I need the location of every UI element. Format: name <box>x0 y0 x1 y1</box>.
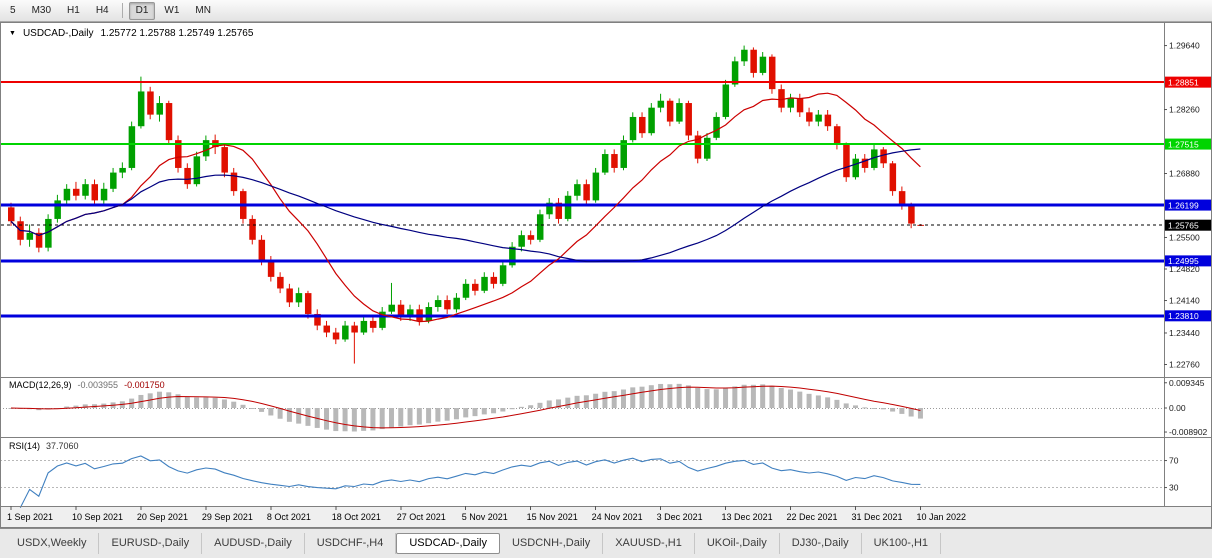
chart-menu-icon[interactable]: ▼ <box>9 29 16 37</box>
time-axis-label: 10 Sep 2021 <box>72 512 123 522</box>
price-axis-label: 1.25500 <box>1169 232 1200 242</box>
chart-tab-usdchf-h4[interactable]: USDCHF-,H4 <box>305 533 397 554</box>
price-axis: 1.29640 1.28260 1.26880 1.25500 1.24820 1.241… <box>1164 22 1200 506</box>
ma-slow-line <box>10 148 921 263</box>
timeframe-button-h1[interactable]: H1 <box>60 2 87 20</box>
time-axis-label: 3 Dec 2021 <box>657 512 703 522</box>
timeframe-button-5[interactable]: 5 <box>3 2 23 20</box>
time-axis-label: 20 Sep 2021 <box>137 512 188 522</box>
rsi-axis-label: 70 <box>1169 456 1179 466</box>
timeframe-button-h4[interactable]: H4 <box>89 2 116 20</box>
support-line-blue-3-badge <box>1165 310 1211 322</box>
chart-tab-uk100-h1[interactable]: UK100-,H1 <box>862 533 942 554</box>
time-axis-label: 5 Nov 2021 <box>462 512 508 522</box>
macd-signal-line <box>10 385 921 429</box>
resistance-line-green-badge <box>1165 138 1211 150</box>
time-axis-label: 1 Sep 2021 <box>7 512 53 522</box>
macd-axis-label: 0.009345 <box>1169 378 1205 388</box>
rsi-value: 37.7060 <box>46 441 79 451</box>
candlestick-series <box>8 45 924 364</box>
price-axis-badges: 1.28851 1.27515 1.26199 1.25765 1.24995 1.238… <box>1165 76 1211 322</box>
svg-text:1.24995: 1.24995 <box>1168 256 1199 266</box>
chart-area: 1.29640 1.28260 1.26880 1.25500 1.24820 1.241… <box>0 22 1212 528</box>
bid-price-line-badge <box>1165 219 1211 231</box>
time-axis-label: 31 Dec 2021 <box>851 512 902 522</box>
macd-main-value: -0.003955 <box>77 380 119 390</box>
time-axis-label: 10 Jan 2022 <box>916 512 966 522</box>
chart-tab-dj30-daily[interactable]: DJ30-,Daily <box>780 533 862 554</box>
rsi-axis-label: 30 <box>1169 483 1179 493</box>
resistance-line-red-badge <box>1165 76 1211 88</box>
time-axis: 1 Sep 2021 10 Sep 2021 20 Sep 2021 29 Sep 2… <box>7 506 966 522</box>
chart-tab-eurusd-daily[interactable]: EURUSD-,Daily <box>99 533 203 554</box>
chart-tab-usdx-weekly[interactable]: USDX,Weekly <box>5 533 100 554</box>
chart-ohlc-values: 1.25772 1.25788 1.25749 1.25765 <box>100 28 254 39</box>
moving-averages <box>10 92 921 323</box>
macd-indicator-title: MACD(12,26,9) -0.003955 -0.001750 <box>9 380 165 390</box>
chart-tab-audusd-daily[interactable]: AUDUSD-,Daily <box>202 533 305 554</box>
chart-tab-bar: USDX,Weekly EURUSD-,Daily AUDUSD-,Daily USD… <box>0 528 1212 558</box>
time-axis-label: 29 Sep 2021 <box>202 512 253 522</box>
macd-axis-label: 0.00 <box>1169 403 1186 413</box>
chart-symbol-period: USDCAD-,Daily <box>22 28 94 39</box>
chart-tab-usdcnh-daily[interactable]: USDCNH-,Daily <box>500 533 604 554</box>
macd-signal-value: -0.001750 <box>124 380 165 390</box>
time-axis-label: 13 Dec 2021 <box>722 512 773 522</box>
rsi-line <box>19 455 921 509</box>
chart-tab-xauusd-h1[interactable]: XAUUSD-,H1 <box>603 533 695 554</box>
svg-text:1.26199: 1.26199 <box>1168 200 1199 210</box>
price-axis-label: 1.29640 <box>1169 41 1200 51</box>
time-axis-label: 22 Dec 2021 <box>787 512 838 522</box>
time-axis-label: 24 Nov 2021 <box>592 512 643 522</box>
support-line-blue-2-badge <box>1165 255 1211 267</box>
price-axis-label: 1.23440 <box>1169 328 1200 338</box>
chart-tab-usdcad-daily[interactable]: USDCAD-,Daily <box>396 533 500 554</box>
timeframe-button-mn[interactable]: MN <box>188 2 218 20</box>
time-axis-label: 27 Oct 2021 <box>397 512 446 522</box>
time-axis-label: 8 Oct 2021 <box>267 512 311 522</box>
price-axis-label: 1.24140 <box>1169 296 1200 306</box>
chart-backgrounds <box>0 22 1212 528</box>
chart-tab-ukoil-daily[interactable]: UKOil-,Daily <box>695 533 780 554</box>
chart-title: ▼ USDCAD-,Daily 1.25772 1.25788 1.25749 … <box>9 28 253 39</box>
time-axis-label: 18 Oct 2021 <box>332 512 381 522</box>
price-axis-label: 1.22760 <box>1169 359 1200 369</box>
support-line-blue-1-badge <box>1165 199 1211 211</box>
toolbar-separator <box>121 3 123 18</box>
svg-text:1.25765: 1.25765 <box>1168 220 1199 230</box>
rsi-label: RSI(14) <box>9 441 41 451</box>
rsi-panel: 70 30 <box>0 455 1179 509</box>
timeframe-button-m30[interactable]: M30 <box>25 2 58 20</box>
svg-text:1.27515: 1.27515 <box>1168 139 1199 149</box>
macd-label: MACD(12,26,9) <box>9 380 72 390</box>
macd-panel: 0.009345 0.00 -0.008902 <box>0 378 1208 437</box>
macd-axis-label: -0.008902 <box>1169 427 1208 437</box>
timeframe-button-d1[interactable]: D1 <box>128 1 156 20</box>
price-chart-canvas[interactable]: 1.29640 1.28260 1.26880 1.25500 1.24820 1.241… <box>0 22 1212 528</box>
price-axis-label: 1.28260 <box>1169 105 1200 115</box>
timeframe-button-w1[interactable]: W1 <box>157 2 186 20</box>
timeframe-toolbar: 5 M30 H1 H4 D1 W1 MN <box>0 0 1212 22</box>
ma-fast-line <box>10 92 921 323</box>
time-axis-label: 15 Nov 2021 <box>527 512 578 522</box>
svg-text:1.23810: 1.23810 <box>1168 311 1199 321</box>
price-axis-label: 1.26880 <box>1169 169 1200 179</box>
svg-text:1.28851: 1.28851 <box>1168 77 1199 87</box>
rsi-indicator-title: RSI(14) 37.7060 <box>9 441 79 451</box>
price-axis-label: 1.24820 <box>1169 264 1200 274</box>
